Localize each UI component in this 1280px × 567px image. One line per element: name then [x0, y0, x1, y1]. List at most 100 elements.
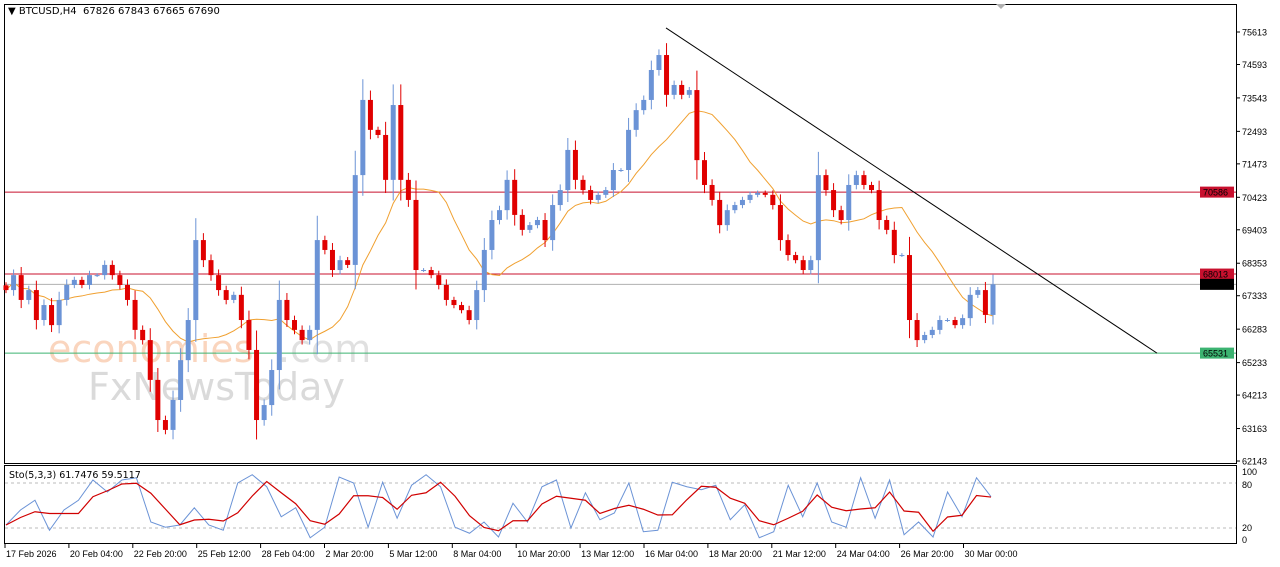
scroll-marker-icon[interactable] — [996, 4, 1006, 9]
stochastic-tick-label: 20 — [1242, 523, 1252, 533]
candle-body — [914, 320, 920, 341]
candle-body — [967, 294, 973, 319]
y-tick-label: 62143 — [1242, 457, 1267, 467]
candle-body — [193, 240, 199, 321]
stochastic-k-value: 61.7476 — [59, 470, 99, 481]
candle-body — [770, 194, 776, 206]
candle-body — [208, 260, 214, 276]
candle-body — [777, 205, 783, 241]
price-tag-resistance — [1200, 186, 1234, 198]
candle-body — [132, 299, 138, 330]
candle-body — [178, 360, 184, 400]
candle-body — [861, 175, 867, 185]
symbol-label: BTCUSD,H4 — [18, 6, 77, 17]
candle-body — [618, 170, 624, 172]
y-tick-label: 65233 — [1242, 358, 1267, 368]
x-tick-label: 20 Feb 04:00 — [70, 549, 123, 559]
candle-body — [307, 329, 313, 341]
price-tag-label: 70586 — [1203, 188, 1228, 198]
candle-body — [557, 190, 563, 206]
candle-body — [701, 160, 707, 185]
candle-body — [709, 184, 715, 200]
candle-body — [71, 279, 77, 285]
candle-body — [891, 229, 897, 256]
candle-body — [626, 129, 632, 171]
candle-body — [390, 105, 396, 180]
x-tick-label: 13 Mar 12:00 — [581, 549, 634, 559]
candle-body — [922, 334, 928, 341]
candle-body — [519, 214, 525, 230]
watermark-com: .com — [278, 327, 371, 371]
candle-body — [990, 284, 996, 315]
candle-body — [443, 284, 449, 300]
stochastic-tick-label: 80 — [1242, 480, 1252, 490]
x-tick-label: 2 Mar 20:00 — [326, 549, 374, 559]
x-tick-label: 5 Mar 12:00 — [389, 549, 437, 559]
y-tick-label: 68353 — [1242, 259, 1267, 269]
candle-body — [641, 99, 647, 111]
candle-body — [451, 299, 457, 306]
candle-body — [367, 99, 373, 130]
y-tick-label: 69403 — [1242, 225, 1267, 235]
x-tick-label: 10 Mar 20:00 — [517, 549, 570, 559]
candle-body — [405, 179, 411, 200]
watermark-fxnewstoday: FxNewsToday — [88, 365, 345, 409]
x-tick-label: 21 Mar 12:00 — [773, 549, 826, 559]
candle-body — [679, 84, 685, 95]
candle-body — [94, 275, 100, 277]
candle-body — [345, 260, 351, 265]
candle-body — [534, 220, 540, 226]
x-tick-label: 28 Feb 04:00 — [262, 549, 315, 559]
chart-header: ▼ BTCUSD,H4 67826 67843 67665 67690 — [8, 6, 220, 17]
candle-body — [603, 190, 609, 195]
candle-body — [838, 210, 844, 221]
candle-body — [694, 90, 700, 161]
candle-body — [846, 184, 852, 221]
candle-body — [292, 320, 298, 330]
candle-body — [284, 299, 290, 321]
price-tag-label: 65531 — [1203, 349, 1228, 359]
price-tag-label: 68013 — [1203, 270, 1228, 280]
candle-body — [436, 275, 442, 285]
y-tick-label: 64213 — [1242, 391, 1267, 401]
candle-body — [64, 284, 70, 300]
x-tick-label: 22 Feb 20:00 — [134, 549, 187, 559]
candle-body — [269, 370, 275, 406]
candle-body — [170, 399, 176, 430]
x-tick-label: 18 Mar 20:00 — [709, 549, 762, 559]
candle-body — [162, 420, 168, 430]
y-tick-label: 67333 — [1242, 291, 1267, 301]
candle-body — [56, 299, 62, 326]
stochastic-header: Sto(5,3,3) 61.7476 59.5117 — [9, 470, 141, 481]
candle-body — [352, 175, 358, 265]
x-tick-label: 8 Mar 04:00 — [453, 549, 501, 559]
candle-body — [413, 199, 419, 271]
candle-body — [231, 294, 237, 300]
y-tick-label: 66283 — [1242, 325, 1267, 335]
candle-body — [732, 205, 738, 211]
candle-body — [79, 279, 85, 285]
candle-body — [428, 270, 434, 276]
candle-body — [853, 175, 859, 185]
candle-body — [664, 55, 670, 95]
candle-body — [466, 310, 472, 321]
candle-body — [633, 110, 639, 130]
candle-body — [929, 329, 935, 335]
candle-body — [276, 299, 282, 371]
candle-body — [489, 220, 495, 250]
candle-body — [512, 179, 518, 215]
candle-body — [18, 275, 24, 300]
watermark-logo: economies .com FxNewsToday — [48, 327, 371, 409]
candle-body — [724, 210, 730, 226]
y-tick-label: 74593 — [1242, 60, 1267, 70]
candle-body — [497, 210, 502, 221]
candle-body — [975, 290, 981, 295]
candle-body — [755, 192, 761, 195]
candle-body — [109, 264, 115, 276]
price-tag-label: 67690 — [1203, 280, 1228, 290]
candle-body — [588, 190, 594, 200]
candle-body — [360, 99, 366, 176]
dropdown-triangle-icon[interactable]: ▼ — [8, 6, 19, 17]
candle-body — [117, 275, 123, 285]
